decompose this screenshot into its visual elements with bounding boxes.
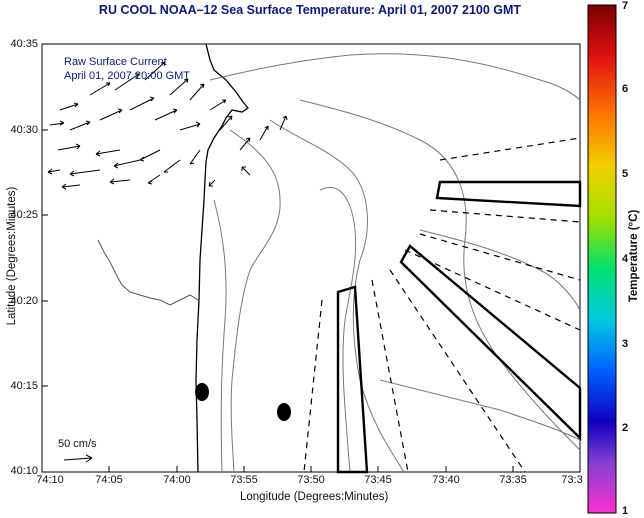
- map-title: RU COOL NOAA–12 Sea Surface Temperature:…: [98, 3, 522, 17]
- scale-arrow: [63, 454, 93, 463]
- station-marker: [277, 403, 291, 421]
- xtick-label: 73:55: [230, 474, 258, 486]
- colorbar-tick: 6: [622, 83, 629, 95]
- xtick-label: 74:00: [163, 474, 191, 486]
- transect-boxes: [336, 180, 582, 474]
- inlet-contour: [97, 239, 199, 306]
- colorbar-tick: 1: [622, 505, 629, 517]
- dashed-survey-lines: [303, 137, 581, 473]
- xtick-label: 73:3: [561, 474, 583, 486]
- contours: [209, 53, 581, 473]
- current-vectors: [47, 61, 288, 190]
- xtick-label: 74:10: [36, 474, 64, 486]
- colorbar-title: Temperature (°C): [628, 209, 640, 303]
- inset-title: Raw Surface Current: [64, 56, 167, 68]
- xtick-label: 73:45: [364, 474, 392, 486]
- tick-marks: [41, 43, 581, 473]
- colorbar-tick: 2: [622, 422, 629, 434]
- colorbar-tick: 7: [622, 0, 629, 12]
- x-axis-title: Longitude (Degrees:Minutes): [240, 491, 389, 503]
- xtick-label: 73:40: [432, 474, 460, 486]
- y-axis-title: Latitude (Degrees:Minutes): [6, 186, 18, 326]
- colorbar-tick: 5: [622, 168, 629, 180]
- ytick-label: 40:35: [10, 38, 38, 50]
- ytick-label: 40:15: [10, 380, 38, 392]
- ytick-label: 40:25: [10, 209, 38, 221]
- xtick-label: 74:05: [95, 474, 123, 486]
- ytick-label: 40:20: [10, 295, 38, 307]
- colorbar: [587, 4, 617, 514]
- xtick-label: 73:50: [297, 474, 325, 486]
- ytick-label: 40:30: [10, 124, 38, 136]
- inset-date: April 01, 2007 20:00 GMT: [64, 70, 190, 82]
- plot-frame: [41, 43, 581, 473]
- colorbar-tick: 4: [622, 253, 629, 265]
- ytick-label: 40:10: [10, 465, 38, 477]
- xtick-label: 73:35: [499, 474, 527, 486]
- vector-scale-label: 50 cm/s: [58, 438, 97, 450]
- station-marker: [195, 383, 209, 401]
- colorbar-tick: 3: [622, 338, 629, 350]
- coastline: [195, 43, 249, 473]
